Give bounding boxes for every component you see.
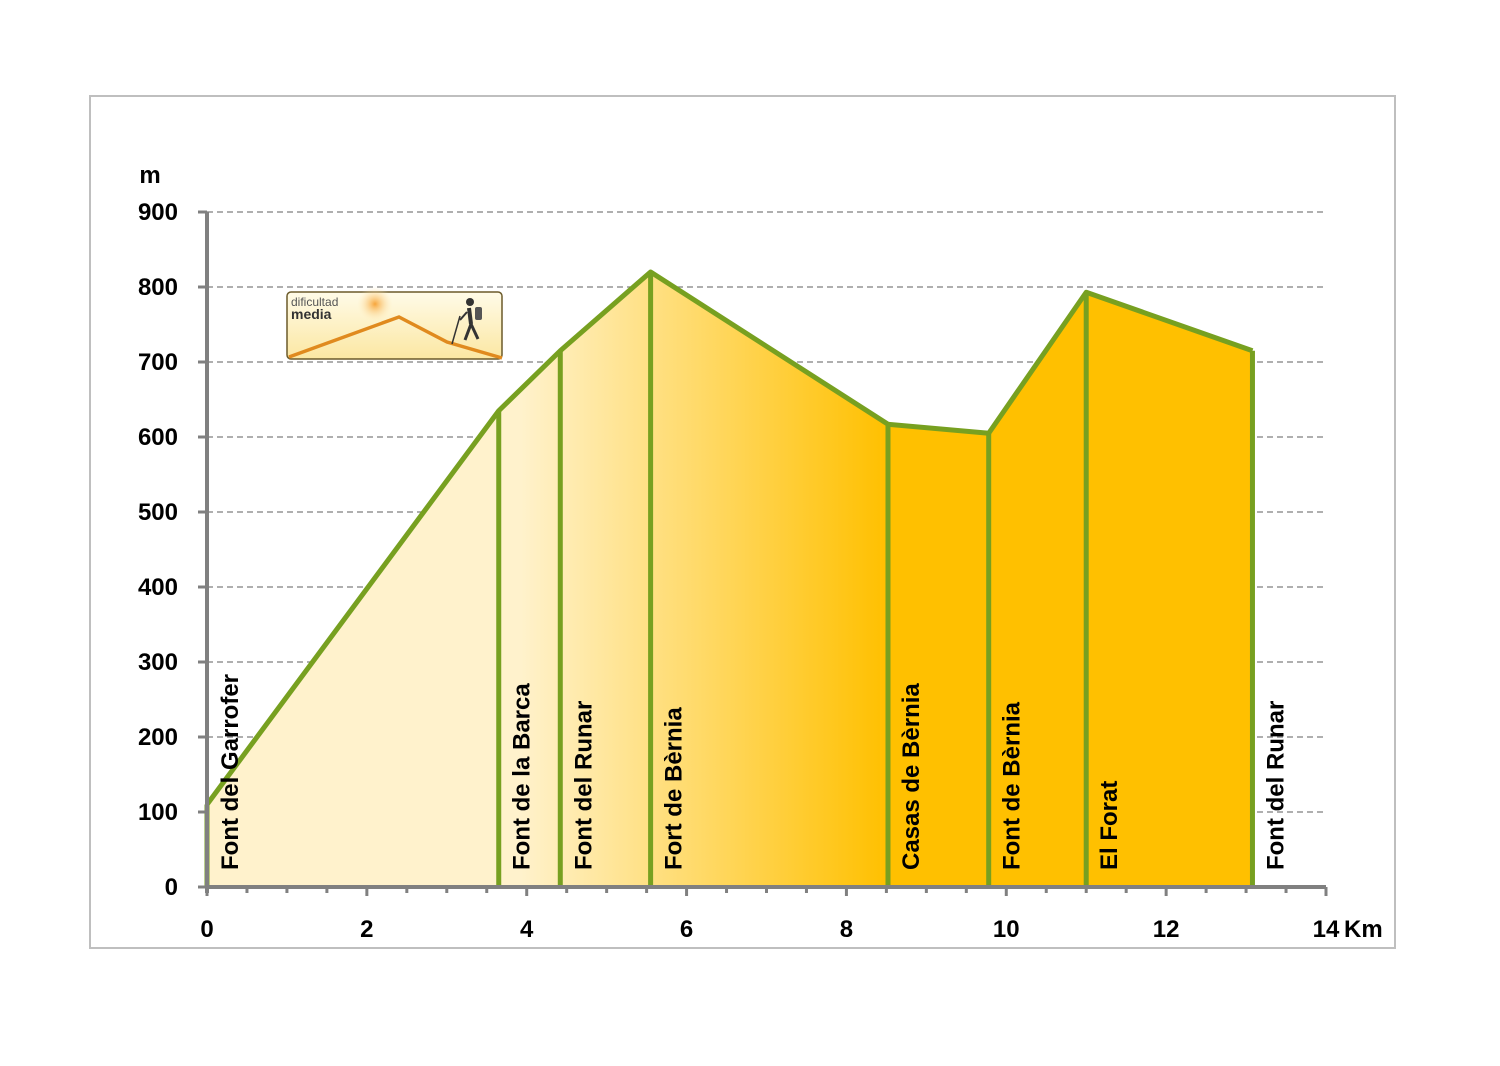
y-tick-label-0: 0 [165, 874, 178, 901]
x-tick-label-12: 12 [1153, 916, 1180, 943]
y-tick-label-300: 300 [138, 649, 178, 676]
station-label-5: Casas de Bèrnia [898, 683, 925, 870]
x-tick-label-10: 10 [993, 916, 1020, 943]
y-tick-label-600: 600 [138, 424, 178, 451]
y-tick-label-800: 800 [138, 274, 178, 301]
y-tick-label-100: 100 [138, 799, 178, 826]
x-tick-label-8: 8 [840, 916, 853, 943]
station-label-3: Font del Runar [570, 701, 597, 870]
hiker-icon [451, 298, 482, 345]
y-axis-unit: m [139, 162, 160, 189]
difficulty-badge-line2: media [291, 306, 332, 322]
station-label-6: Font de Bèrnia [999, 701, 1026, 870]
x-tick-label-0: 0 [200, 916, 213, 943]
station-label-2: Font de la Barca [509, 683, 536, 870]
y-tick-label-200: 200 [138, 724, 178, 751]
x-axis-unit: Km [1344, 916, 1383, 943]
y-tick-label-500: 500 [138, 499, 178, 526]
x-tick-label-14: 14 [1313, 916, 1340, 943]
elevation-profile-line [204, 269, 1254, 806]
x-tick-label-6: 6 [680, 916, 693, 943]
y-tick-label-700: 700 [138, 349, 178, 376]
station-label-7: El Forat [1096, 781, 1123, 870]
x-tick-label-4: 4 [520, 916, 534, 943]
station-label-4: Fort de Bèrnia [661, 707, 688, 870]
difficulty-badge: dificultad media [286, 286, 503, 360]
difficulty-badge-line1: dificultad [291, 295, 338, 309]
station-label-1: Font del Garrofer [217, 674, 244, 870]
y-tick-label-900: 900 [138, 199, 178, 226]
mountain-icon [288, 315, 503, 360]
y-tick-label-400: 400 [138, 574, 178, 601]
x-tick-label-2: 2 [360, 916, 373, 943]
station-label-8: Font del Runar [1262, 701, 1289, 870]
